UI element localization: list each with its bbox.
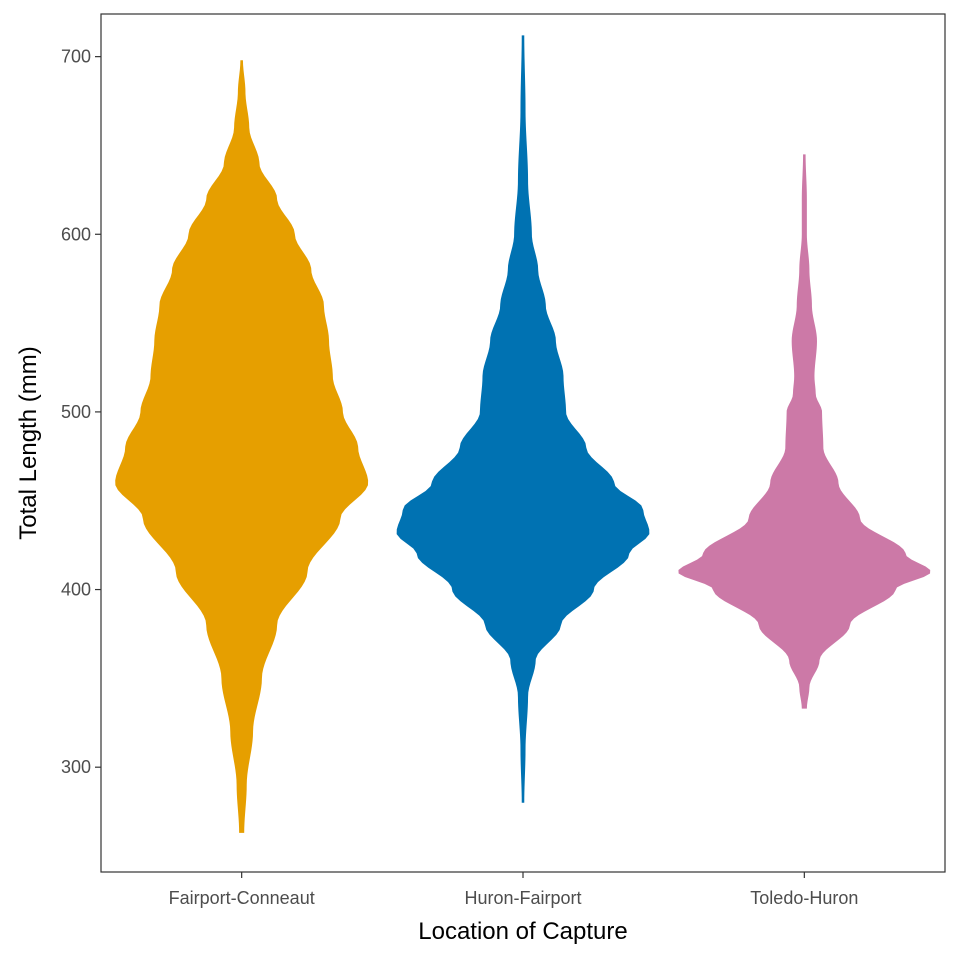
x-axis: Fairport-Conneaut Huron-Fairport Toledo-Hu… [169,872,858,908]
x-tick-label: Toledo-Huron [750,888,858,908]
x-axis-title: Location of Capture [418,918,627,945]
violin-fairport-conneaut [115,60,369,833]
violins-layer [115,35,931,833]
y-tick-label: 600 [61,224,91,244]
y-tick-label: 400 [61,580,91,600]
y-tick-label: 300 [61,757,91,777]
y-tick-label: 500 [61,402,91,422]
y-axis-title: Total Length (mm) [15,346,42,539]
x-tick-label: Huron-Fairport [464,888,581,908]
violin-huron-fairport [396,35,650,803]
x-tick-label: Fairport-Conneaut [169,888,315,908]
y-axis: 300 400 500 600 700 [61,47,101,777]
violin-toledo-huron [678,154,931,709]
y-tick-label: 700 [61,47,91,67]
